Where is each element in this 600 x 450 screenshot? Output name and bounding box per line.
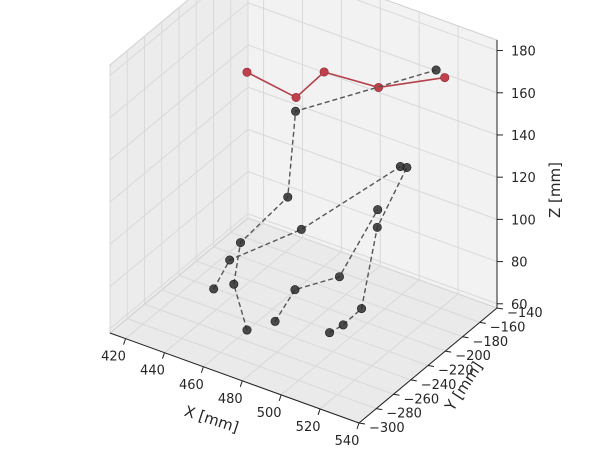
series-1-point <box>236 238 246 248</box>
z-tick-label: 160 <box>511 87 536 102</box>
series-4-point <box>325 328 335 338</box>
y-tick-mark <box>427 365 435 367</box>
y-gridline <box>126 50 377 410</box>
series-4-point <box>402 162 412 172</box>
y-gridline <box>178 7 429 366</box>
y-gridline <box>161 21 411 381</box>
y-tick-label: −300 <box>369 421 405 436</box>
tick-labels: 420 440 460 480 500 520 540 −300−280−260−240−22… <box>101 45 543 449</box>
y-gridline <box>247 0 498 309</box>
z-tick-label: 80 <box>511 256 528 271</box>
series-3-line <box>274 209 379 322</box>
x-tick-mark <box>200 366 204 373</box>
y-gridline <box>230 0 480 323</box>
series-2-point <box>296 224 306 234</box>
z-axis-label: Z [mm] <box>546 162 564 218</box>
y-tick-mark <box>479 321 486 324</box>
z-gridline <box>109 128 498 245</box>
x-tick-mark <box>278 394 282 402</box>
series-0-point <box>440 73 450 83</box>
z-tick-label: 60 <box>511 298 528 313</box>
y-tick-label: −140 <box>507 306 543 321</box>
z-tick-label: 140 <box>511 129 536 144</box>
y-tick-label: −180 <box>473 335 509 350</box>
series-1-point <box>431 65 441 75</box>
series-1-point <box>242 325 252 335</box>
series-3-point <box>373 205 383 215</box>
z-gridline <box>109 0 498 76</box>
y-tick-mark <box>376 408 383 411</box>
series-1-line <box>233 69 437 331</box>
z-tick-label: 120 <box>511 171 536 186</box>
series-3-point <box>334 272 344 282</box>
y-tick-mark <box>445 350 452 353</box>
y-tick-label: −200 <box>455 349 491 364</box>
series-3-point <box>290 285 300 295</box>
series-0-point <box>374 82 384 92</box>
y-tick-label: −220 <box>438 364 474 379</box>
y-tick-mark <box>410 379 417 382</box>
y-tick-label: −240 <box>421 378 457 393</box>
series-2-point <box>225 255 235 265</box>
y-tick-label: −160 <box>490 320 526 335</box>
z-gridline <box>109 171 498 287</box>
plot-series <box>209 65 450 338</box>
x-tick-mark <box>239 380 243 387</box>
x-tick-mark <box>356 422 360 430</box>
y-gridline <box>213 0 463 338</box>
series-4-point <box>338 320 348 330</box>
series-1-point <box>283 192 293 202</box>
z-gridline <box>109 86 498 203</box>
axes-panes <box>109 0 498 424</box>
axes-lines <box>109 40 504 430</box>
x-tick-label: 440 <box>140 364 165 379</box>
x-axis-line <box>109 332 360 424</box>
x-tick-mark <box>317 408 321 416</box>
series-0-point <box>319 67 329 77</box>
y-tick-mark <box>462 336 469 339</box>
y-tick-mark <box>393 393 400 396</box>
series-1-point <box>229 279 239 289</box>
y-tick-label: −260 <box>404 392 440 407</box>
series-4-point <box>357 304 367 314</box>
z-gridline <box>109 44 498 161</box>
x-tick-label: 540 <box>335 434 360 449</box>
series-1-point <box>291 106 301 116</box>
x-tick-mark <box>161 352 165 359</box>
x-tick-label: 420 <box>101 350 126 365</box>
x-tick-label: 520 <box>296 420 321 435</box>
series-2-line <box>213 165 401 290</box>
y-gridline <box>144 36 394 395</box>
z-tick-label: 180 <box>511 45 536 60</box>
x-tick-label: 500 <box>257 406 282 421</box>
x-tick-label: 480 <box>218 392 243 407</box>
y-tick-label: −280 <box>386 407 422 422</box>
y-tick-mark <box>358 422 366 425</box>
x-tick-mark <box>123 338 127 345</box>
y-tick-mark <box>496 307 504 310</box>
series-4-point <box>372 222 382 232</box>
y-gridline <box>195 0 446 352</box>
z-gridline <box>109 213 498 330</box>
z-gridline <box>109 2 498 119</box>
x-tick-label: 460 <box>179 378 204 393</box>
series-0-point <box>291 92 301 102</box>
series-0-point <box>242 67 252 77</box>
x-axis-label: X [mm] <box>182 402 241 436</box>
series-3-point <box>270 316 280 326</box>
series-2-point <box>209 284 219 294</box>
z-tick-label: 100 <box>511 213 536 228</box>
